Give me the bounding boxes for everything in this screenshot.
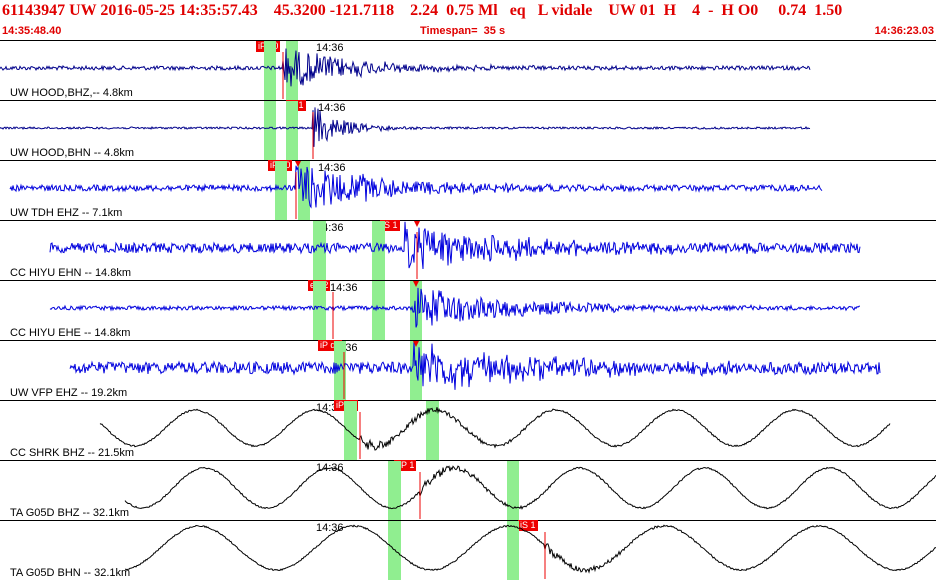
- minute-tick-label: 14:36: [316, 42, 344, 54]
- waveform-trace: [49, 287, 861, 328]
- trace-panel[interactable]: CC HIYU EHN -- 14.8km: [0, 220, 936, 280]
- analysis-window: [507, 521, 519, 580]
- phase-pick-tag[interactable]: eP 1: [394, 460, 417, 471]
- channel-label: TA G05D BHZ -- 32.1km: [10, 507, 129, 519]
- trace-panel[interactable]: UW HOOD,BHZ,-- 4.8km: [0, 40, 936, 100]
- trace-panel[interactable]: UW TDH EHZ -- 7.1km: [0, 160, 936, 220]
- channel-label: UW VFP EHZ -- 19.2km: [10, 387, 128, 399]
- event-header: 61143947 UW 2016-05-25 14:35:57.43 45.32…: [0, 0, 936, 40]
- timespan-label: Timespan= 35 s: [420, 25, 506, 37]
- analysis-window: [388, 461, 401, 520]
- analysis-window: [334, 341, 346, 400]
- analysis-window: [275, 161, 287, 220]
- phase-pick-tag[interactable]: iS 1: [380, 220, 400, 231]
- trace-panel[interactable]: UW VFP EHZ -- 19.2km: [0, 340, 936, 400]
- channel-label: CC SHRK BHZ -- 21.5km: [10, 447, 135, 459]
- channel-label: CC HIYU EHE -- 14.8km: [10, 327, 131, 339]
- trace-panel[interactable]: TA G05D BHN -- 32.1km: [0, 520, 936, 580]
- analysis-window: [264, 41, 276, 100]
- analysis-window: [410, 281, 422, 340]
- trace-panel[interactable]: TA G05D BHZ -- 32.1km: [0, 460, 936, 520]
- analysis-window: [264, 101, 276, 160]
- analysis-window: [313, 221, 326, 280]
- trace-panel[interactable]: CC SHRK BHZ -- 21.5km: [0, 400, 936, 460]
- analysis-window: [344, 401, 357, 460]
- analysis-window: [426, 401, 439, 460]
- trace-panel[interactable]: CC HIYU EHE -- 14.8km: [0, 280, 936, 340]
- analysis-window: [313, 281, 326, 340]
- waveform-canvas[interactable]: [0, 40, 936, 580]
- seismogram-traces[interactable]: UW HOOD,BHZ,-- 4.8km UW HOOD,BHN -- 4.8k…: [0, 40, 936, 580]
- pick-triangle-marker: [413, 341, 419, 347]
- channel-label: UW HOOD,BHN -- 4.8km: [10, 147, 135, 159]
- channel-label: UW TDH EHZ -- 7.1km: [10, 207, 123, 219]
- pick-triangle-marker: [295, 161, 301, 167]
- waveform-trace: [124, 524, 936, 574]
- event-summary-title: 61143947 UW 2016-05-25 14:35:57.43 45.32…: [2, 2, 843, 19]
- analysis-window: [507, 461, 519, 520]
- analysis-window: [372, 281, 385, 340]
- pick-triangle-marker: [413, 281, 419, 287]
- minute-tick-label: 14:36: [330, 282, 358, 294]
- waveform-trace: [0, 107, 811, 147]
- trace-panel[interactable]: UW HOOD,BHN -- 4.8km: [0, 100, 936, 160]
- analysis-window: [388, 521, 401, 580]
- analysis-window: [286, 101, 298, 160]
- waveform-trace: [124, 465, 936, 510]
- waveform-trace: [0, 48, 811, 87]
- end-time: 14:36:23.03: [874, 25, 934, 37]
- start-time: 14:35:48.40: [2, 25, 62, 37]
- pick-triangle-marker: [414, 221, 420, 227]
- waveform-trace: [69, 341, 881, 390]
- channel-label: UW HOOD,BHZ,-- 4.8km: [10, 87, 133, 99]
- minute-tick-label: 14:36: [318, 102, 346, 114]
- waveform-trace: [49, 221, 861, 270]
- waveform-trace: [9, 165, 823, 209]
- waveform-trace: [99, 407, 891, 451]
- channel-label: CC HIYU EHN -- 14.8km: [10, 267, 132, 279]
- channel-label: TA G05D BHN -- 32.1km: [10, 567, 131, 579]
- phase-pick-tag[interactable]: iS 1: [518, 520, 538, 531]
- analysis-window: [372, 221, 385, 280]
